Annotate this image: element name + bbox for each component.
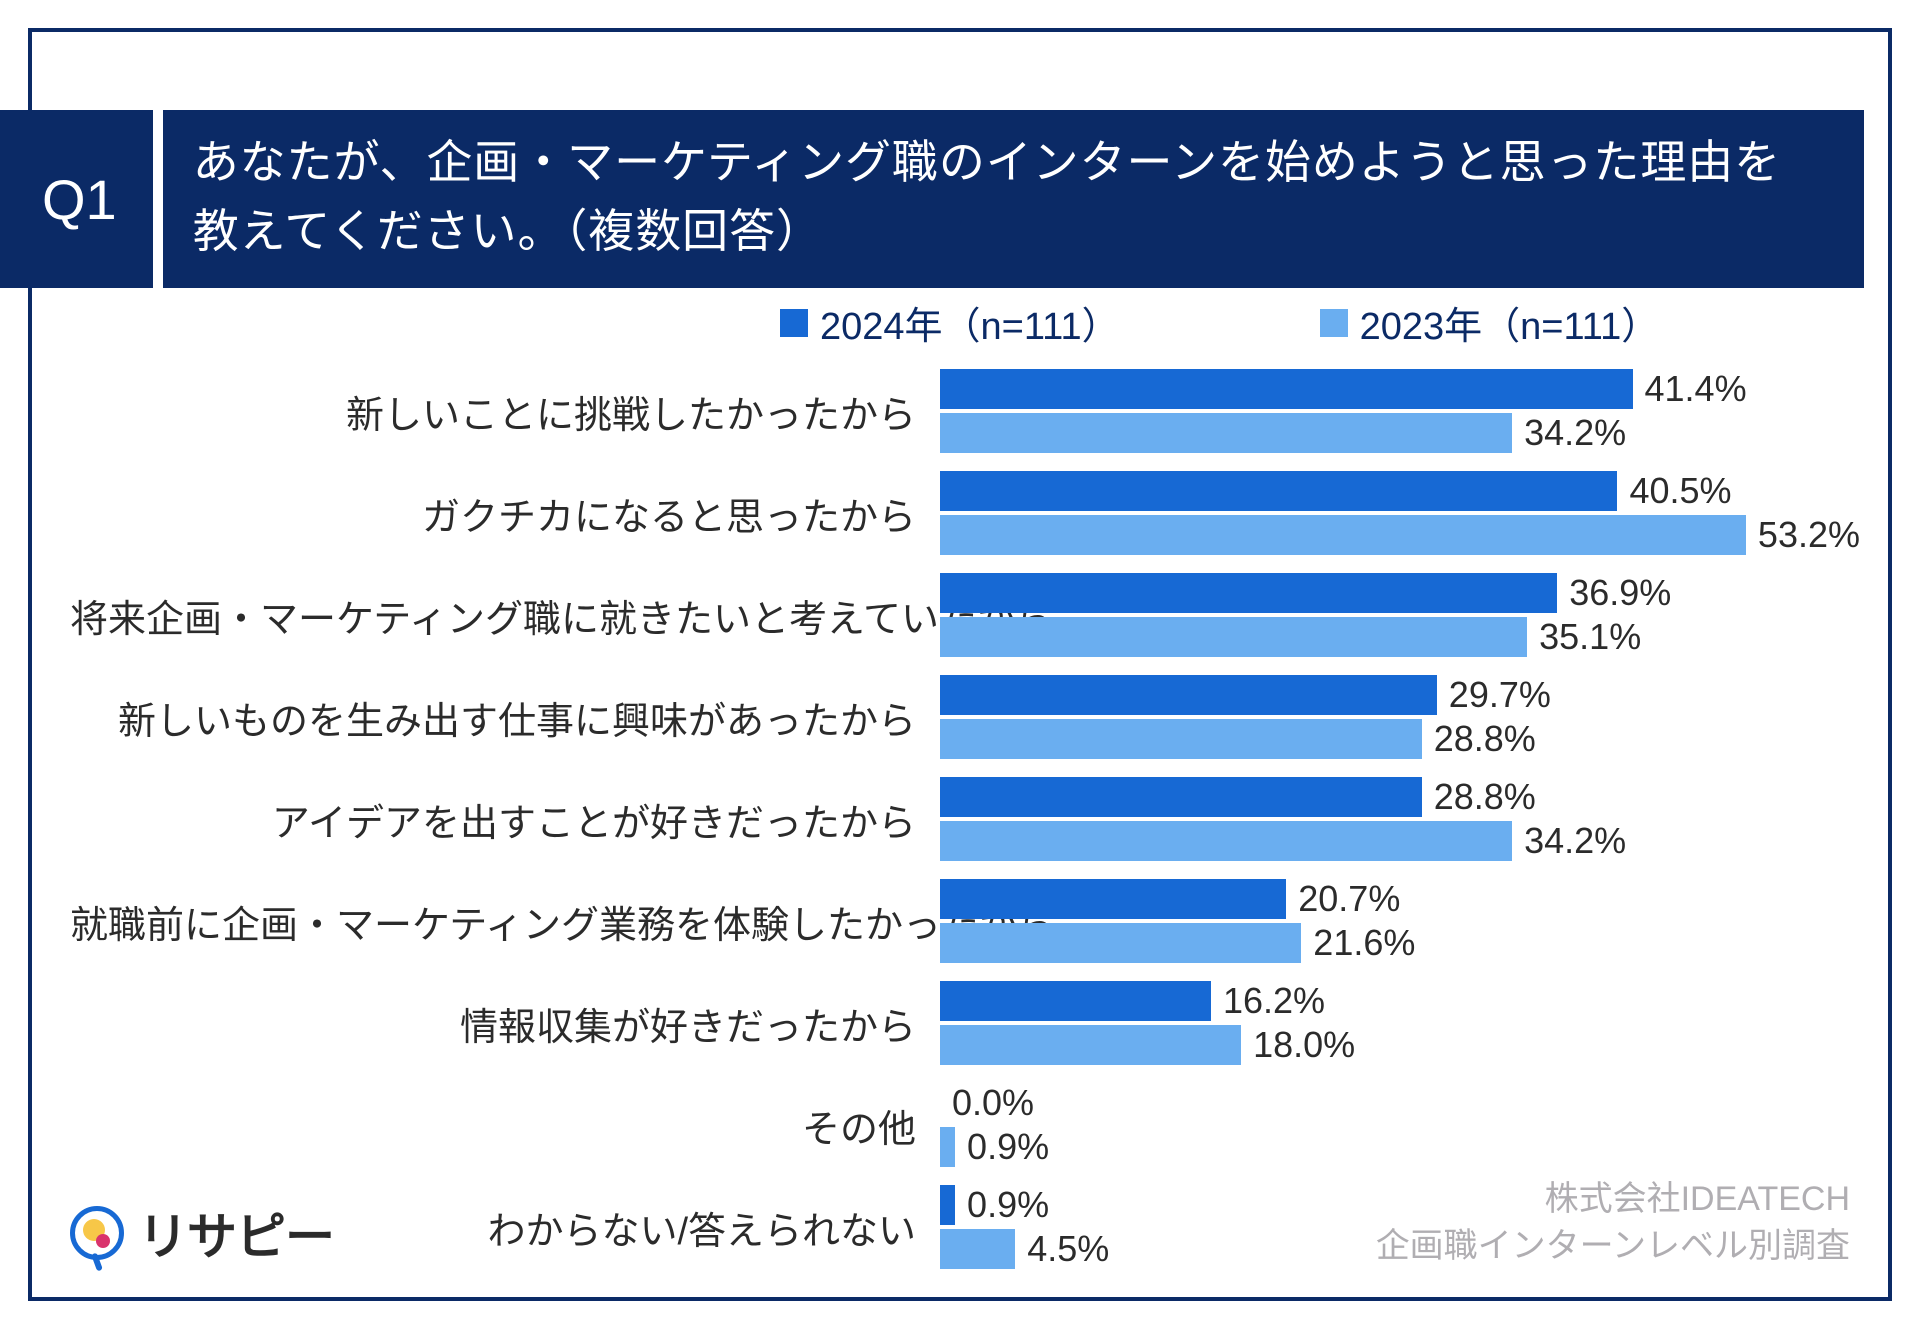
bar-line: 21.6% (940, 923, 1860, 963)
bar-line: 35.1% (940, 617, 1860, 657)
bar-2023 (940, 413, 1512, 453)
question-header: Q1 あなたが、企画・マーケティング職のインターンを始めようと思った理由を教えて… (0, 110, 1864, 288)
bar-value-label: 35.1% (1539, 616, 1641, 658)
bar-2024 (940, 675, 1437, 715)
bar-value-label: 0.0% (952, 1082, 1034, 1124)
category-label: 新しいことに挑戦したかったから (70, 384, 940, 439)
bar-2023 (940, 821, 1512, 861)
chart-row: 情報収集が好きだったから16.2%18.0% (70, 972, 1860, 1074)
chart-row: アイデアを出すことが好きだったから28.8%34.2% (70, 768, 1860, 870)
bar-value-label: 21.6% (1313, 922, 1415, 964)
bar-2023 (940, 1025, 1241, 1065)
legend-swatch-2024 (780, 309, 808, 337)
bar-value-label: 18.0% (1253, 1024, 1355, 1066)
bar-2023 (940, 719, 1422, 759)
category-label: 就職前に企画・マーケティング業務を体験したかったから (70, 894, 940, 949)
chart-row: 就職前に企画・マーケティング業務を体験したかったから20.7%21.6% (70, 870, 1860, 972)
bar-2023 (940, 1127, 955, 1167)
bar-value-label: 4.5% (1027, 1228, 1109, 1270)
slide-credit: 株式会社IDEATECH 企画職インターンレベル別調査 (1376, 1176, 1850, 1271)
category-label: ガクチカになると思ったから (70, 486, 940, 541)
bar-line: 20.7% (940, 879, 1860, 919)
bar-value-label: 0.9% (967, 1184, 1049, 1226)
bar-2024 (940, 879, 1286, 919)
legend-label-2023: 2023年（n=111） (1360, 295, 1660, 350)
bar-value-label: 36.9% (1569, 572, 1671, 614)
bar-2023 (940, 617, 1527, 657)
bar-group: 40.5% 53.2% (940, 462, 1860, 564)
bar-value-label: 0.9% (967, 1126, 1049, 1168)
bar-chart: 新しいことに挑戦したかったから41.4%34.2%ガクチカになると思ったから40… (70, 360, 1860, 1269)
bar-2024 (940, 369, 1633, 409)
bar-line: 29.7% (940, 675, 1860, 715)
brand-logo: リサピー (70, 1197, 334, 1269)
legend-swatch-2023 (1320, 309, 1348, 337)
bar-group: 36.9%35.1% (940, 564, 1860, 666)
bar-line: 16.2% (940, 981, 1860, 1021)
question-number-badge: Q1 (0, 110, 153, 288)
credit-survey: 企画職インターンレベル別調査 (1376, 1223, 1850, 1271)
category-label: 将来企画・マーケティング職に就きたいと考えていたから (70, 588, 940, 643)
bar-group: 16.2%18.0% (940, 972, 1860, 1074)
bar-value-label: 29.7% (1449, 674, 1551, 716)
chart-row: 新しいものを生み出す仕事に興味があったから29.7%28.8% (70, 666, 1860, 768)
bar-value-label: 40.5% (1629, 470, 1731, 512)
bar-value-label: 34.2% (1524, 820, 1626, 862)
bar-value-label: 16.2% (1223, 980, 1325, 1022)
bar-line: 34.2% (940, 413, 1860, 453)
bar-2024 (940, 777, 1422, 817)
bar-group: 29.7%28.8% (940, 666, 1860, 768)
category-label: 情報収集が好きだったから (70, 996, 940, 1051)
bar-line: 18.0% (940, 1025, 1860, 1065)
chart-row: ガクチカになると思ったから 40.5% 53.2% (70, 462, 1860, 564)
category-label: 新しいものを生み出す仕事に興味があったから (70, 690, 940, 745)
bar-line: 41.4% (940, 369, 1860, 409)
bar-group: 20.7%21.6% (940, 870, 1860, 972)
bar-line: 28.8% (940, 777, 1860, 817)
bar-group: 0.0%0.9% (940, 1074, 1860, 1176)
legend-label-2024: 2024年（n=111） (820, 295, 1120, 350)
category-label: アイデアを出すことが好きだったから (70, 792, 940, 847)
bar-line: 28.8% (940, 719, 1860, 759)
bar-2023 (940, 923, 1301, 963)
bar-line: 36.9% (940, 573, 1860, 613)
bar-value-label: 28.8% (1434, 776, 1536, 818)
category-label: その他 (70, 1098, 940, 1153)
bar-2023 (940, 1229, 1015, 1269)
bar-line: 0.0% (940, 1083, 1860, 1123)
bar-2023 (940, 515, 1746, 555)
legend-item-2023: 2023年（n=111） (1320, 295, 1660, 350)
chart-legend: 2024年（n=111） 2023年（n=111） (780, 295, 1840, 350)
bar-group: 28.8%34.2% (940, 768, 1860, 870)
legend-item-2024: 2024年（n=111） (780, 295, 1120, 350)
question-title: あなたが、企画・マーケティング職のインターンを始めようと思った理由を教えてくださ… (163, 110, 1864, 288)
chart-row: 新しいことに挑戦したかったから 41.4% 34.2% (70, 360, 1860, 462)
bar-value-label: 20.7% (1298, 878, 1400, 920)
bar-2024 (940, 573, 1557, 613)
credit-company: 株式会社IDEATECH (1376, 1176, 1850, 1224)
bar-value-label: 41.4% (1645, 368, 1747, 410)
bar-group: 41.4% 34.2% (940, 360, 1860, 462)
bar-line: 0.9% (940, 1127, 1860, 1167)
bar-2024 (940, 1185, 955, 1225)
bar-2024 (940, 981, 1211, 1021)
chart-row: その他0.0%0.9% (70, 1074, 1860, 1176)
magnifier-icon (70, 1206, 124, 1260)
brand-logo-text: リサピー (138, 1197, 334, 1269)
bar-value-label: 53.2% (1758, 514, 1860, 556)
bar-value-label: 28.8% (1434, 718, 1536, 760)
bar-line: 53.2% (940, 515, 1860, 555)
chart-row: 将来企画・マーケティング職に就きたいと考えていたから36.9%35.1% (70, 564, 1860, 666)
bar-2024 (940, 471, 1617, 511)
bar-value-label: 34.2% (1524, 412, 1626, 454)
bar-line: 40.5% (940, 471, 1860, 511)
bar-line: 34.2% (940, 821, 1860, 861)
